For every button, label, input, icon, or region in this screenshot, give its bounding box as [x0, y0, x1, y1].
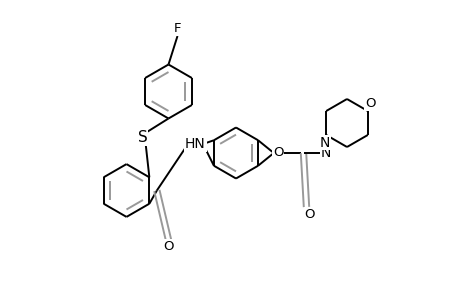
Text: N: N	[320, 146, 330, 160]
Text: HN: HN	[185, 137, 206, 151]
Text: O: O	[272, 146, 283, 160]
Text: O: O	[163, 239, 174, 253]
Text: O: O	[303, 208, 314, 221]
Text: N: N	[319, 136, 329, 149]
Text: S: S	[137, 130, 147, 146]
Text: F: F	[174, 22, 181, 35]
Text: O: O	[364, 97, 375, 110]
